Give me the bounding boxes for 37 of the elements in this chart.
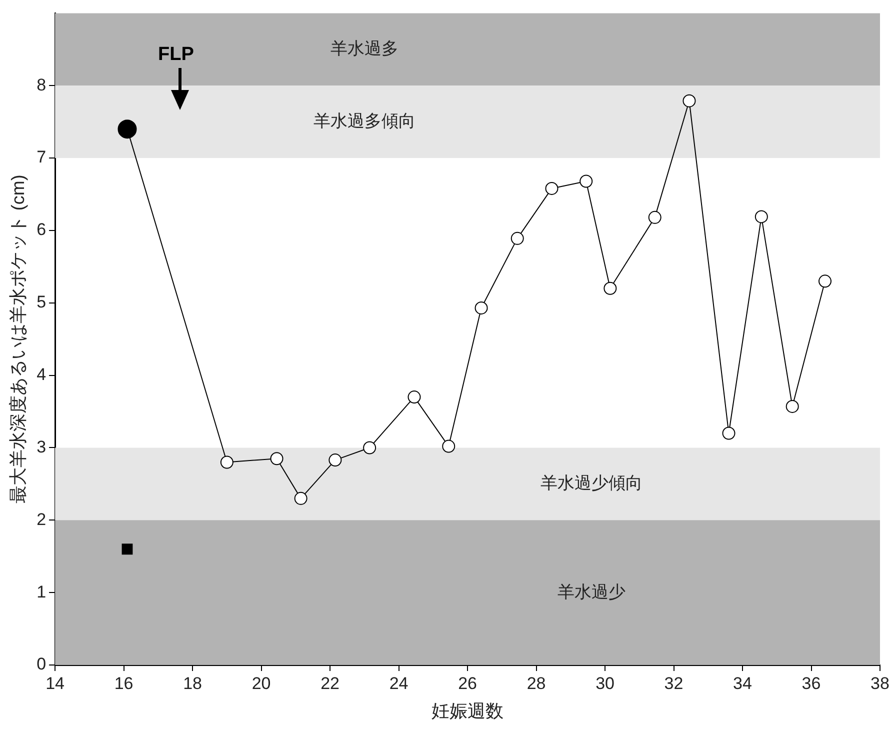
- y-tick-label: 2: [36, 510, 46, 529]
- x-tick-label: 34: [733, 674, 752, 693]
- x-tick-label: 38: [870, 674, 890, 693]
- x-tick-label: 28: [526, 674, 546, 693]
- y-tick-label: 0: [36, 654, 46, 674]
- y-tick-label: 5: [36, 292, 46, 312]
- point: [682, 94, 696, 108]
- point: [122, 544, 133, 555]
- x-tick-label: 24: [389, 674, 408, 693]
- point: [363, 441, 376, 454]
- annotation: FLP: [158, 44, 194, 66]
- y-tick-label: 4: [36, 365, 46, 384]
- x-tick-label: 18: [183, 674, 202, 693]
- x-axis-title: 妊娠週数: [432, 701, 504, 722]
- point: [442, 440, 456, 453]
- x-tick-label: 32: [664, 674, 684, 693]
- y-tick-label: 8: [36, 75, 46, 94]
- x-tick-label: 36: [802, 674, 821, 693]
- y-tick-label: 1: [36, 582, 46, 602]
- x-tick-label: 22: [320, 674, 340, 693]
- point: [270, 452, 284, 466]
- x-tick-label: 30: [596, 674, 614, 693]
- y-tick-label: 3: [36, 437, 46, 456]
- band-label: 羊水過少傾向: [540, 474, 642, 493]
- y-axis-title: 最大羊水深度あるいは羊水ポケット (cm): [8, 174, 28, 504]
- point: [220, 456, 234, 469]
- point: [328, 454, 342, 467]
- band-label: 羊水過多傾向: [313, 112, 416, 131]
- x-tick-label: 20: [252, 674, 271, 693]
- point: [294, 492, 308, 505]
- x-tick-label: 26: [458, 674, 477, 693]
- y-tick-label: 6: [36, 220, 46, 240]
- x-tick-label: 16: [114, 674, 134, 693]
- band-label: 羊水過少: [557, 582, 626, 602]
- x-tick-label: 14: [46, 674, 65, 693]
- y-tick-label: 7: [36, 148, 46, 167]
- band-label: 羊水過多: [330, 39, 398, 58]
